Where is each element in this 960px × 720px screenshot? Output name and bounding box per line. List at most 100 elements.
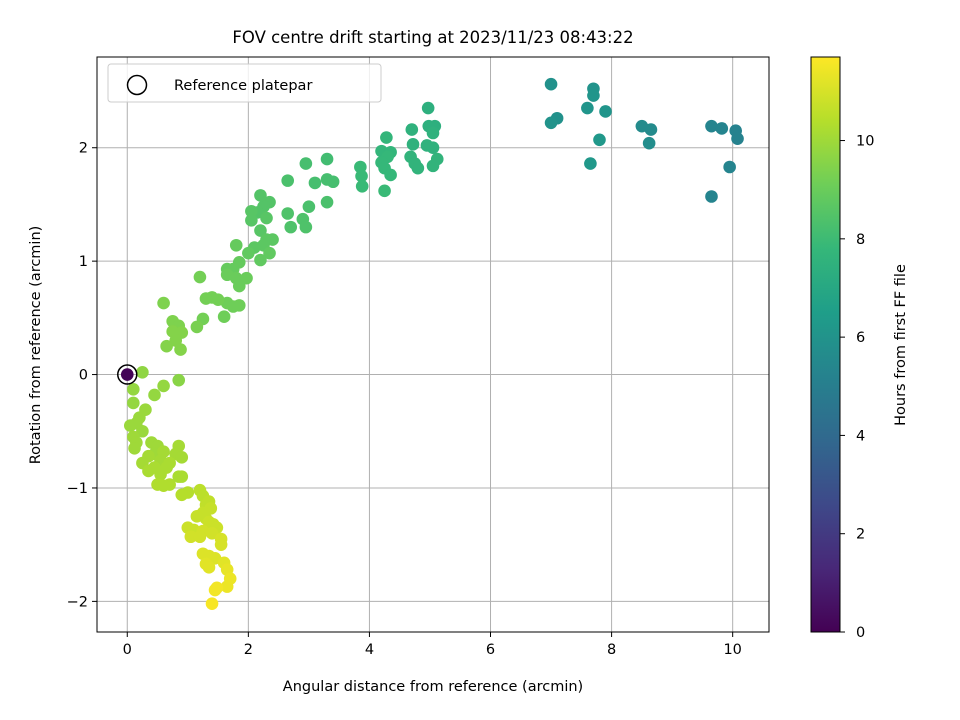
scatter-point — [240, 271, 253, 285]
y-axis-label: Rotation from reference (arcmin) — [28, 226, 44, 465]
colorbar-gradient — [810, 56, 841, 633]
y-tick-label: −1 — [67, 481, 88, 497]
scatter-point — [355, 179, 369, 193]
colorbar-tick-label: 2 — [856, 527, 865, 543]
x-tick-label: 10 — [723, 642, 741, 658]
scatter-point — [426, 159, 440, 173]
scatter-point — [175, 451, 189, 464]
scatter-point — [299, 157, 313, 170]
x-tick-label: 0 — [123, 642, 132, 658]
scatter-point — [355, 169, 368, 183]
scatter-point — [245, 214, 258, 227]
scatter-point — [220, 580, 234, 593]
scatter-point — [160, 339, 173, 353]
y-tick-label: −2 — [67, 594, 88, 610]
scatter-point — [172, 373, 186, 387]
y-tick-label: 2 — [79, 141, 88, 157]
scatter-point — [184, 530, 198, 544]
scatter-point — [157, 296, 170, 310]
scatter-point — [421, 101, 435, 115]
reference-point-fill — [120, 368, 134, 381]
colorbar-tick-label: 4 — [856, 428, 865, 444]
scatter-point — [260, 211, 273, 225]
legend-box — [107, 63, 382, 103]
chart-title: FOV centre drift starting at 2023/11/23 … — [232, 28, 633, 47]
points-layer — [117, 77, 744, 610]
scatter-point — [266, 233, 279, 246]
y-tick-label: 1 — [79, 254, 88, 270]
legend: Reference platepar — [107, 63, 382, 103]
scatter-point — [384, 168, 397, 182]
x-tick-label: 4 — [365, 642, 374, 658]
scatter-point — [154, 468, 167, 481]
scatter-point — [148, 388, 161, 402]
scatter-point — [172, 470, 186, 483]
scatter-point — [254, 189, 267, 202]
scatter-point — [705, 119, 718, 133]
scatter-point — [302, 200, 316, 214]
scatter-point — [284, 220, 298, 234]
scatter-point — [378, 184, 391, 198]
scatter-point — [281, 174, 295, 187]
scatter-point — [142, 464, 155, 478]
legend-label: Reference platepar — [174, 78, 312, 94]
scatter-point — [406, 138, 420, 151]
colorbar-tick-label: 0 — [856, 625, 865, 641]
scatter-point — [644, 123, 658, 136]
legend-marker-icon — [126, 74, 148, 96]
scatter-point — [242, 246, 255, 260]
scatter-point — [599, 105, 612, 118]
scatter-point — [587, 89, 600, 102]
scatter-point — [208, 583, 222, 597]
scatter-point — [127, 382, 140, 396]
scatter-point — [411, 161, 425, 175]
scatter-point — [229, 238, 243, 252]
scatter-point — [205, 527, 219, 540]
colorbar-ticks: 0 2 4 6 8 10 — [840, 134, 874, 641]
scatter-point — [426, 141, 440, 155]
scatter-point — [123, 419, 137, 432]
scatter-point — [190, 320, 204, 334]
scatter-point — [174, 343, 187, 356]
scatter-point — [299, 220, 313, 234]
tick-layer: 0 2 4 6 8 10 −2 −1 0 1 2 — [67, 141, 742, 658]
scatter-point — [380, 131, 393, 144]
scatter-point — [320, 195, 334, 209]
scatter-point — [544, 77, 558, 91]
scatter-point — [326, 175, 340, 189]
plot-frame — [96, 56, 770, 633]
scatter-point — [232, 279, 246, 293]
x-tick-label: 6 — [486, 642, 495, 658]
scatter-point — [157, 379, 170, 393]
colorbar-tick-label: 6 — [856, 330, 865, 346]
scatter-point — [136, 424, 149, 438]
scatter-point — [254, 224, 267, 237]
scatter-point — [584, 157, 597, 170]
scatter-point — [281, 207, 295, 220]
scatter-point — [193, 530, 207, 544]
reference-platepar-marker — [117, 364, 138, 385]
colorbar-tick-label: 10 — [856, 134, 874, 150]
scatter-point — [308, 176, 322, 190]
scatter-point — [217, 310, 231, 324]
scatter-point — [642, 136, 656, 150]
scatter-point — [263, 246, 276, 260]
scatter-point — [245, 204, 258, 218]
colorbar-tick-label: 8 — [856, 232, 865, 248]
colorbar-label: Hours from first FF file — [893, 264, 909, 426]
scatter-point — [581, 101, 594, 115]
scatter-point — [214, 538, 228, 551]
scatter-point — [205, 597, 219, 610]
scatter-point — [705, 190, 718, 203]
scatter-point — [715, 122, 729, 135]
scatter-point — [405, 123, 419, 136]
scatter-point — [128, 441, 141, 455]
scatter-point — [254, 253, 267, 267]
x-tick-label: 2 — [244, 642, 253, 658]
scatter-point — [193, 270, 207, 284]
scatter-point — [232, 299, 246, 312]
scatter-point — [202, 561, 216, 574]
scatter-point — [320, 152, 334, 166]
x-tick-label: 8 — [607, 642, 616, 658]
